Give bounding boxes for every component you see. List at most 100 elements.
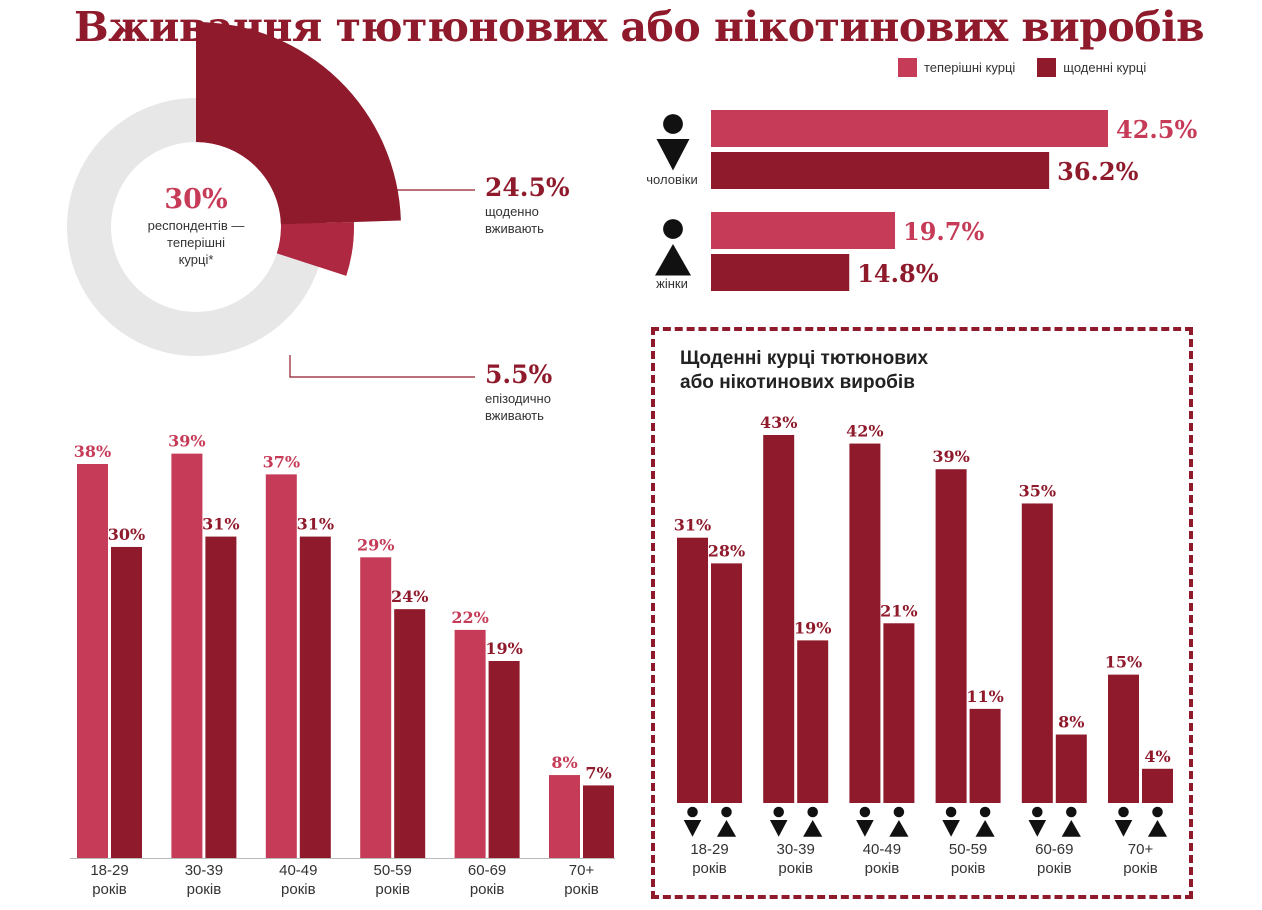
male-icon-4-head — [1032, 806, 1043, 818]
gender-bar-label-0-female: 28% — [708, 541, 745, 560]
male-icon-1-head — [773, 806, 784, 818]
male-icon-5-body — [1114, 820, 1133, 837]
gender-category-4: 60-69 років — [1009, 840, 1099, 878]
age-bar-label-5-current: 8% — [551, 753, 577, 772]
age-bar-4-daily — [488, 661, 520, 858]
age-bar-0-daily — [111, 546, 142, 858]
gender-category-3: 50-59 років — [923, 840, 1013, 878]
age-category-3-line2: років — [375, 881, 410, 898]
age-bar-5-daily — [583, 785, 614, 858]
age-bar-3-current — [360, 557, 392, 858]
gender-bar-label-4-male: 35% — [1019, 481, 1056, 500]
male-icon-5-head — [1118, 806, 1129, 818]
gender-category-0-line2: років — [692, 860, 727, 877]
age-category-5-line2: років — [564, 881, 599, 898]
gender-bar-label-4-female: 8% — [1058, 713, 1084, 732]
age-bar-5-current — [549, 775, 580, 858]
age-category-2: 40-49 років — [253, 861, 343, 899]
gender-bar-3-male — [935, 469, 967, 803]
female-icon-3-head — [979, 806, 991, 818]
gender-category-0-line1: 18-29 — [690, 841, 729, 858]
female-icon-1-body — [803, 820, 823, 837]
female-icon-body — [655, 244, 691, 276]
female-icon-2-body — [889, 820, 909, 837]
male-icon-0 — [683, 806, 702, 837]
pie-center-line3: курці* — [178, 252, 214, 267]
panel-title-line1: Щоденні курці тютюнових — [680, 348, 929, 369]
age-bar-label-1-daily: 31% — [202, 515, 239, 534]
age-bar-4-current — [454, 629, 486, 858]
age-bar-label-0-current: 38% — [74, 442, 111, 461]
hbar-label-female-daily: 14.8% — [857, 259, 938, 288]
female-icon-2 — [889, 806, 909, 837]
age-category-0-line2: років — [92, 881, 127, 898]
gender-bar-label-5-male: 15% — [1105, 653, 1142, 672]
gender-category-2-line2: років — [864, 860, 900, 877]
male-icon-body — [656, 139, 690, 171]
callout-episodic-text2: вживають — [485, 408, 544, 423]
gender-category-1: 30-39 років — [751, 840, 841, 878]
pie-center-line1: респондентів — — [147, 218, 245, 233]
pie-slice-episodic — [276, 222, 354, 276]
female-icon-0 — [716, 806, 737, 837]
panel-title-line2: або нікотинових виробів — [680, 372, 915, 393]
callout-episodic: 5.5% епізодично вживають — [485, 360, 552, 424]
legend: теперішні курці щоденні курці — [898, 58, 1168, 77]
female-icon-3 — [975, 806, 995, 837]
pie-center-value: 30% — [164, 184, 228, 215]
hbar-female-daily — [711, 254, 850, 291]
gender-bar-0-male — [677, 537, 708, 803]
callout-daily-value: 24.5% — [485, 173, 570, 202]
age-bar-label-3-current: 29% — [357, 535, 394, 554]
age-bar-label-1-current: 39% — [168, 432, 205, 451]
gender-bar-1-male — [763, 435, 795, 803]
male-icon-2 — [856, 806, 874, 837]
gender-bar-4-male — [1021, 503, 1053, 803]
callout-episodic-text1: епізодично — [485, 391, 551, 406]
gender-category-3-line2: років — [950, 860, 986, 877]
male-icon-3-body — [942, 820, 960, 837]
gender-category-5: 70+ років — [1096, 840, 1186, 878]
female-icon-0-head — [721, 806, 732, 818]
age-bar-label-3-daily: 24% — [391, 587, 428, 606]
legend-label-current: теперішні курці — [924, 60, 1016, 75]
gender-bar-2-male — [849, 443, 881, 803]
female-icon-4 — [1061, 806, 1081, 837]
gender-bar-4-female — [1055, 734, 1087, 803]
age-bar-label-4-daily: 19% — [485, 639, 522, 658]
daily-by-gender-panel — [651, 327, 1193, 899]
gender-bar-label-2-male: 42% — [846, 422, 883, 441]
male-icon-3 — [942, 806, 960, 837]
female-icon-1 — [803, 806, 823, 837]
male-icon-2-body — [856, 820, 874, 837]
male-icon-1-body — [769, 820, 788, 837]
male-icon-0-body — [683, 820, 702, 837]
age-category-0: 18-29 років — [65, 861, 155, 899]
age-bar-label-5-daily: 7% — [585, 763, 611, 782]
gender-category-5-line2: років — [1123, 860, 1158, 877]
age-bar-2-daily — [299, 536, 331, 858]
callout-daily: 24.5% щоденно вживають — [485, 173, 570, 237]
age-bar-label-2-current: 37% — [263, 452, 300, 471]
gender-category-1-line2: років — [778, 860, 813, 877]
gender-bar-5-female — [1142, 768, 1173, 803]
pie-center-line2: теперішні — [167, 235, 225, 250]
gender-bar-5-male — [1108, 674, 1139, 803]
female-icon-head — [663, 219, 683, 239]
age-category-4: 60-69 років — [442, 861, 532, 899]
male-icon-2-head — [859, 806, 871, 818]
gender-category-2-line1: 40-49 — [862, 841, 902, 858]
female-icon-3-body — [975, 820, 995, 837]
gender-category-0: 18-29 років — [665, 840, 755, 878]
age-category-3: 50-59 років — [348, 861, 438, 899]
male-icon-0-head — [687, 806, 698, 818]
legend-swatch-daily — [1037, 58, 1057, 77]
hbar-male-current — [711, 110, 1108, 147]
female-icon — [655, 219, 691, 276]
gender-label-female: жінки — [656, 276, 688, 291]
legend-item-current: теперішні курці — [898, 58, 1015, 77]
female-icon-5-head — [1152, 806, 1163, 818]
age-category-1-line1: 30-39 — [184, 862, 224, 879]
gender-bar-3-female — [969, 708, 1001, 803]
